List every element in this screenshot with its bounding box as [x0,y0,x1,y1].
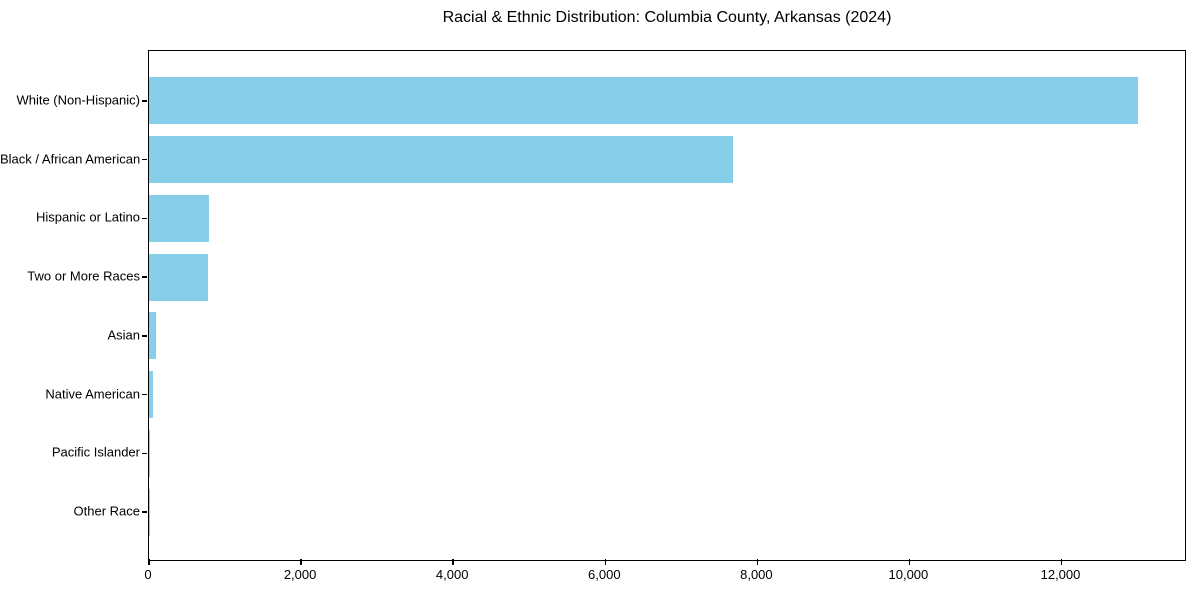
y-axis-label: Native American [45,386,140,402]
x-axis-tick [300,559,302,565]
y-axis-tick [142,335,147,337]
y-axis-label: Other Race [73,503,140,519]
y-axis-tick [142,158,147,161]
y-axis-label: Two or More Races [27,268,140,284]
x-axis-tick [604,559,606,565]
y-axis-label: Asian [107,327,140,343]
y-axis-tick [142,511,147,513]
x-axis-tick [756,559,759,565]
y-axis-label: Hispanic or Latino [35,209,140,225]
x-axis-tick-label: 12,000 [1040,567,1081,582]
plot-area [142,50,1186,565]
bar [149,136,734,184]
y-axis-tick [142,276,147,278]
bar [149,194,210,242]
bar [149,77,1138,125]
y-axis-tick [142,452,147,455]
x-axis-tick-label: 2,000 [283,567,317,582]
x-axis-tick-label: 6,000 [588,567,621,582]
bar [149,253,209,301]
x-axis-tick-label: 10,000 [888,567,929,582]
bar [149,371,153,419]
y-axis-tick [142,393,147,396]
x-axis-tick [148,559,150,565]
x-axis-tick [908,559,911,565]
x-axis-tick [1060,559,1063,565]
y-axis-label: White (Non-Hispanic) [16,92,140,108]
x-axis-tick-label: 4,000 [435,567,469,582]
bar [149,312,157,360]
y-axis-label: Black / African American [0,151,141,167]
y-axis-tick [142,100,147,102]
x-axis-tick-label: 8,000 [740,567,773,582]
x-axis-tick-label: 0 [144,567,152,582]
x-axis-tick [452,559,454,565]
bar [149,429,150,477]
y-axis-label: Pacific Islander [51,444,140,460]
chart-title: Racial & Ethnic Distribution: Columbia C… [442,9,892,26]
y-axis-tick [142,217,147,220]
